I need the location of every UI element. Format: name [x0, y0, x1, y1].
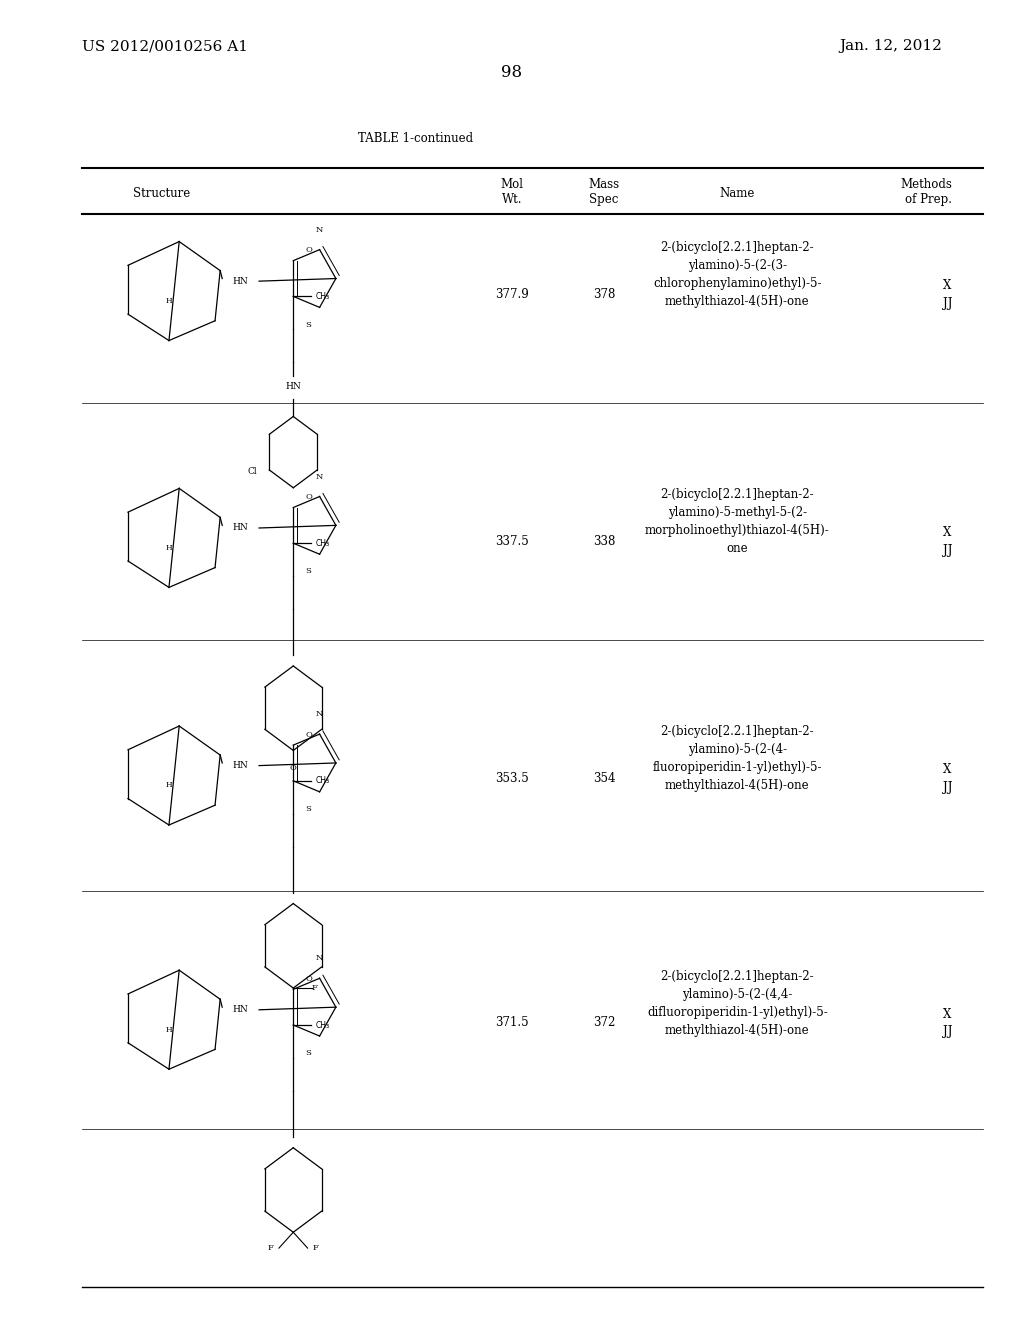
Text: US 2012/0010256 A1: US 2012/0010256 A1 [82, 40, 248, 53]
Text: CH₃: CH₃ [315, 539, 330, 548]
Text: Jan. 12, 2012: Jan. 12, 2012 [840, 40, 942, 53]
Text: O: O [305, 730, 312, 739]
Text: 378: 378 [593, 288, 615, 301]
Text: H: H [166, 1026, 172, 1034]
Text: N: N [316, 473, 324, 480]
Text: O: O [305, 246, 312, 255]
Text: H: H [166, 544, 172, 552]
Text: HN: HN [286, 381, 301, 391]
Text: HN: HN [232, 524, 249, 532]
Text: Methods
of Prep.: Methods of Prep. [900, 178, 952, 206]
Text: 371.5: 371.5 [496, 1016, 528, 1030]
Text: CH₃: CH₃ [315, 1020, 330, 1030]
Text: Structure: Structure [133, 187, 190, 201]
Text: 98: 98 [502, 65, 522, 81]
Text: H: H [166, 781, 172, 789]
Text: HN: HN [232, 1006, 249, 1014]
Text: 2-(bicyclo[2.2.1]heptan-2-
ylamino)-5-(2-(4,4-
difluoropiperidin-1-yl)ethyl)-5-
: 2-(bicyclo[2.2.1]heptan-2- ylamino)-5-(2… [647, 970, 827, 1036]
Text: N: N [316, 226, 324, 234]
Text: 337.5: 337.5 [496, 535, 528, 548]
Text: S: S [305, 1049, 311, 1057]
Text: O: O [290, 764, 297, 772]
Text: Mass
Spec: Mass Spec [589, 178, 620, 206]
Text: F: F [311, 983, 317, 993]
Text: Cl: Cl [248, 467, 257, 475]
Text: S: S [305, 321, 311, 329]
Text: HN: HN [232, 762, 249, 770]
Text: N: N [316, 954, 324, 962]
Text: 2-(bicyclo[2.2.1]heptan-2-
ylamino)-5-(2-(4-
fluoropiperidin-1-yl)ethyl)-5-
meth: 2-(bicyclo[2.2.1]heptan-2- ylamino)-5-(2… [652, 726, 822, 792]
Text: 338: 338 [593, 535, 615, 548]
Text: CH₃: CH₃ [315, 292, 330, 301]
Text: F: F [268, 1243, 273, 1253]
Text: O: O [305, 492, 312, 502]
Text: Mol
Wt.: Mol Wt. [501, 178, 523, 206]
Text: F: F [312, 1243, 318, 1253]
Text: 377.9: 377.9 [496, 288, 528, 301]
Text: 2-(bicyclo[2.2.1]heptan-2-
ylamino)-5-(2-(3-
chlorophenylamino)ethyl)-5-
methylt: 2-(bicyclo[2.2.1]heptan-2- ylamino)-5-(2… [653, 242, 821, 308]
Text: HN: HN [232, 277, 249, 285]
Text: N: N [316, 710, 324, 718]
Text: X
JJ: X JJ [943, 1007, 952, 1039]
Text: S: S [305, 805, 311, 813]
Text: TABLE 1-continued: TABLE 1-continued [358, 132, 473, 145]
Text: 2-(bicyclo[2.2.1]heptan-2-
ylamino)-5-methyl-5-(2-
morpholinoethyl)thiazol-4(5H): 2-(bicyclo[2.2.1]heptan-2- ylamino)-5-me… [645, 488, 829, 554]
Text: Name: Name [720, 187, 755, 201]
Text: CH₃: CH₃ [315, 776, 330, 785]
Text: O: O [305, 974, 312, 983]
Text: X
JJ: X JJ [943, 525, 952, 557]
Text: X
JJ: X JJ [943, 279, 952, 310]
Text: X
JJ: X JJ [943, 763, 952, 795]
Text: S: S [305, 568, 311, 576]
Text: 372: 372 [593, 1016, 615, 1030]
Text: 353.5: 353.5 [496, 772, 528, 785]
Text: H: H [166, 297, 172, 305]
Text: 354: 354 [593, 772, 615, 785]
